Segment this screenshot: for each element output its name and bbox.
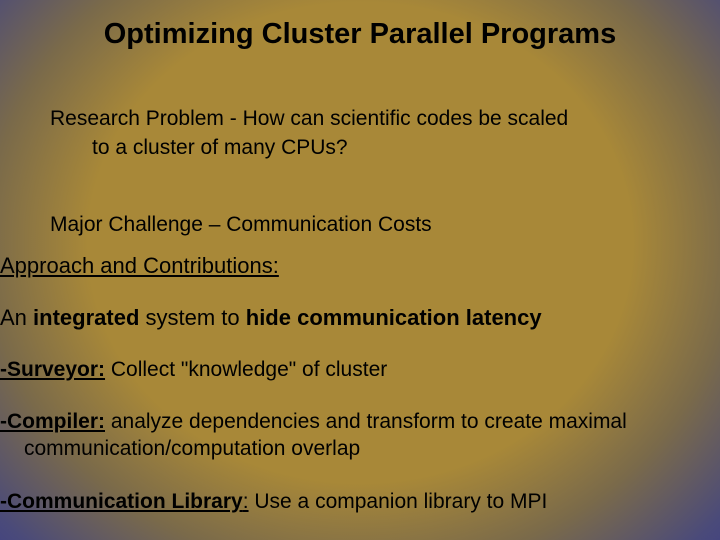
research-line1: Research Problem - How can scientific co…	[50, 104, 568, 133]
approach-header: Approach and Contributions:	[0, 253, 279, 279]
research-line2: to a cluster of many CPUs?	[50, 133, 568, 162]
compiler-text1: analyze dependencies and transform to cr…	[105, 410, 627, 433]
integrated-pre: An	[0, 305, 33, 330]
integrated-mid: system to	[139, 305, 245, 330]
slide: Optimizing Cluster Parallel Programs Res…	[0, 0, 720, 540]
commlib-label: -Communication Library	[0, 490, 243, 513]
integrated-bold2: hide communication latency	[246, 305, 542, 330]
research-problem: Research Problem - How can scientific co…	[50, 104, 568, 163]
integrated-bold1: integrated	[33, 305, 139, 330]
surveyor-text: Collect "knowledge" of cluster	[105, 358, 387, 381]
compiler-line2: communication/computation overlap	[0, 435, 627, 462]
surveyor-line: -Surveyor: Collect "knowledge" of cluste…	[0, 358, 387, 382]
major-challenge: Major Challenge – Communication Costs	[50, 213, 432, 237]
compiler-block: -Compiler: analyze dependencies and tran…	[0, 408, 627, 463]
slide-title: Optimizing Cluster Parallel Programs	[0, 18, 720, 51]
integrated-line: An integrated system to hide communicati…	[0, 305, 542, 331]
commlib-text: Use a companion library to MPI	[249, 490, 548, 513]
compiler-line1: -Compiler: analyze dependencies and tran…	[0, 408, 627, 435]
surveyor-label: -Surveyor:	[0, 358, 105, 381]
compiler-label: -Compiler:	[0, 410, 105, 433]
commlib-line: -Communication Library: Use a companion …	[0, 490, 547, 514]
